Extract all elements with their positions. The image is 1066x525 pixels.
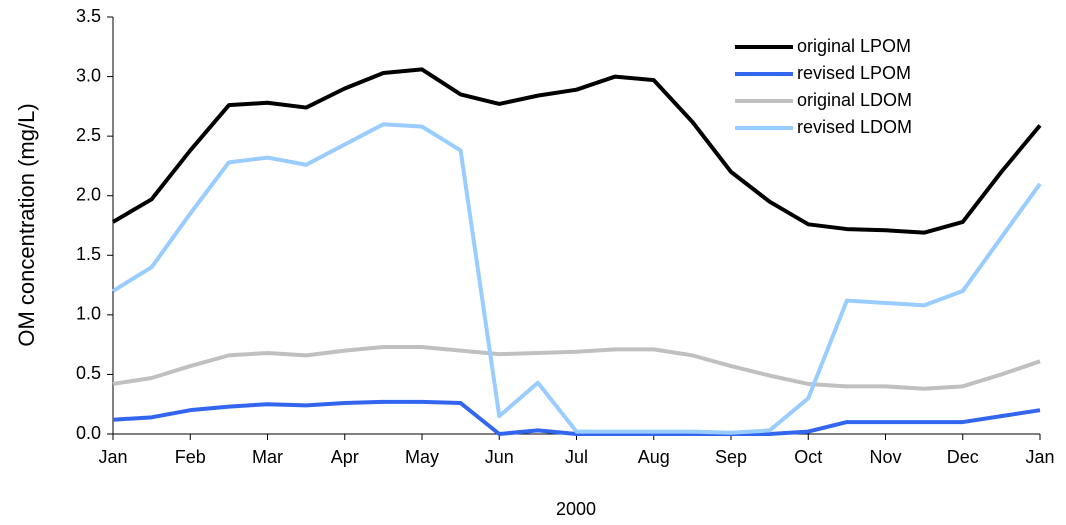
x-tick-label: Nov [869,447,901,467]
x-tick-label: Jun [485,447,514,467]
x-tick-label: Oct [794,447,822,467]
x-tick-label: Apr [331,447,359,467]
legend-label: original LPOM [797,36,911,56]
x-tick-label: Jan [98,447,127,467]
x-tick-label: May [405,447,439,467]
y-tick-label: 3.0 [76,65,101,85]
x-tick-label: Feb [175,447,206,467]
x-tick-label: Aug [638,447,670,467]
line-series [111,67,1042,235]
y-tick-label: 1.0 [76,304,101,324]
legend-label: revised LPOM [797,63,911,83]
x-tick-label: Jul [565,447,588,467]
y-tick-label: 3.5 [76,6,101,26]
x-axis-title: 2000 [556,499,596,519]
y-tick-label: 2.0 [76,184,101,204]
y-tick-label: 0.5 [76,363,101,383]
x-tick-label: Mar [252,447,283,467]
legend-label: original LDOM [797,90,912,110]
y-axis-title: OM concentration (mg/L) [14,103,39,346]
y-tick-label: 0.0 [76,423,101,443]
x-tick-label: Jan [1025,447,1054,467]
x-tick-label: Sep [715,447,747,467]
line-series [111,122,1042,435]
line-series [112,399,1041,436]
line-series [112,345,1041,391]
x-tick-label: Dec [947,447,979,467]
legend-label: revised LDOM [797,117,912,137]
y-tick-label: 1.5 [76,244,101,264]
y-tick-label: 2.5 [76,125,101,145]
